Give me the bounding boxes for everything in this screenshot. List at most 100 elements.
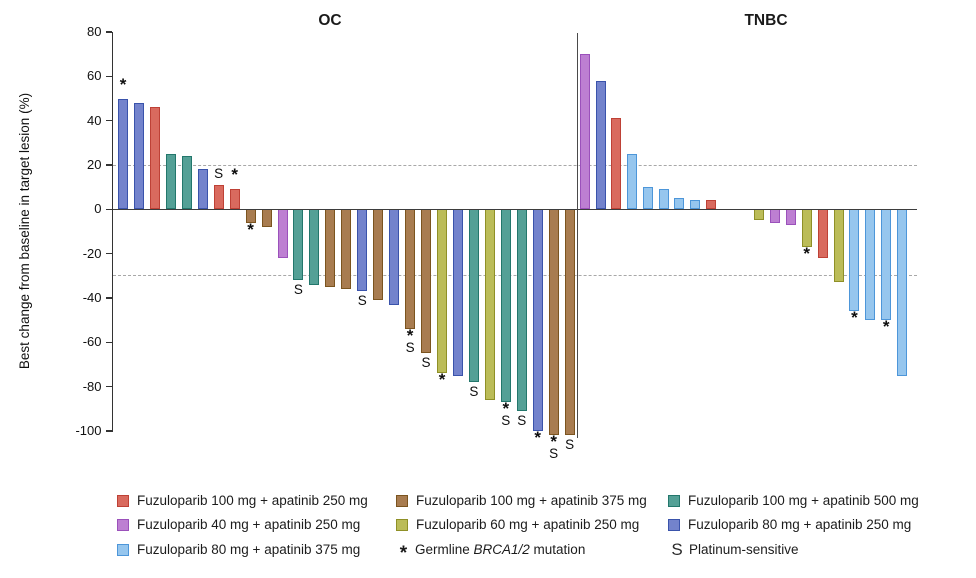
legend-swatch-blue xyxy=(668,518,680,531)
legend-item-platinum: S Platinum-sensitive xyxy=(670,539,799,559)
asterisk-icon: * xyxy=(399,542,408,564)
bar xyxy=(516,209,527,412)
asterisk-icon: * xyxy=(438,370,446,390)
bar xyxy=(149,107,160,210)
bar xyxy=(341,209,352,290)
legend-swatch-purple xyxy=(117,518,129,531)
y-tick-label: -40 xyxy=(82,290,102,305)
y-tick-label: 0 xyxy=(94,201,102,217)
platinum-marker: S xyxy=(351,293,373,309)
bar xyxy=(118,98,128,210)
bar xyxy=(213,184,224,210)
platinum-sensitive-icon: S xyxy=(405,340,415,356)
legend-swatch-brown xyxy=(396,494,408,507)
bar xyxy=(484,209,495,400)
legend-swatch-olive xyxy=(396,518,408,531)
legend-label: Fuzuloparib 40 mg + apatinib 250 mg xyxy=(137,517,361,532)
y-tick xyxy=(105,430,112,432)
asterisk-icon: * xyxy=(534,428,541,447)
y-tick-label: -80 xyxy=(82,378,102,394)
bar xyxy=(627,153,638,210)
bar xyxy=(817,209,828,259)
bar xyxy=(421,209,432,354)
asterisk-icon: * xyxy=(803,244,810,264)
brca-marker: * xyxy=(240,219,262,239)
bar xyxy=(261,209,272,228)
bar xyxy=(881,209,892,321)
platinum-sensitive-icon: S xyxy=(469,384,479,400)
panel-title-oc: OC xyxy=(318,12,342,29)
brca-platinum-marker: * S xyxy=(543,432,565,462)
legend-label: Fuzuloparib 100 mg + apatinib 375 mg xyxy=(416,493,647,508)
brca-platinum-marker: * S xyxy=(399,326,421,356)
bar xyxy=(769,209,780,223)
bar xyxy=(865,209,876,321)
platinum-sensitive-icon: S xyxy=(214,165,224,181)
brca-marker: * xyxy=(875,317,897,337)
bar xyxy=(229,189,240,210)
legend-item: Fuzuloparib 100 mg + apatinib 500 mg xyxy=(668,492,919,509)
legend-label: Fuzuloparib 80 mg + apatinib 250 mg xyxy=(688,517,912,532)
asterisk-icon: * xyxy=(119,74,127,94)
legend-label-platinum: Platinum-sensitive xyxy=(689,542,799,557)
threshold-line xyxy=(113,164,917,166)
legend-swatch-lightblue xyxy=(117,543,129,556)
y-tick xyxy=(105,341,112,344)
bar xyxy=(642,187,653,210)
bar xyxy=(468,209,479,383)
legend-label: Fuzuloparib 60 mg + apatinib 250 mg xyxy=(416,517,640,532)
platinum-sensitive-icon: S xyxy=(293,282,303,298)
chart-area: 80 60 40 20 0 -20 -40 -60 -80 -100 * S * * S S * S S * S * S S *… xyxy=(75,24,917,462)
bar xyxy=(277,209,288,259)
legend-swatch-red xyxy=(117,494,129,507)
bar xyxy=(897,209,908,376)
brca-marker: * xyxy=(843,309,865,326)
bar xyxy=(548,209,559,436)
brca-marker: * xyxy=(431,370,453,390)
brca-marker: * xyxy=(112,74,134,94)
panel-separator xyxy=(576,33,578,438)
platinum-sensitive-icon: S xyxy=(549,446,559,462)
y-tick-label: -60 xyxy=(82,334,102,350)
platinum-sensitive-icon: S xyxy=(671,539,683,559)
platinum-marker: S xyxy=(511,414,533,428)
bar xyxy=(595,80,606,210)
asterisk-icon: * xyxy=(550,432,557,452)
platinum-marker: S xyxy=(287,282,309,298)
asterisk-icon: * xyxy=(247,219,254,239)
y-tick xyxy=(105,164,112,166)
platinum-sensitive-icon: S xyxy=(501,413,511,429)
panel-title-tnbc: TNBC xyxy=(744,12,788,29)
y-tick xyxy=(105,119,112,122)
legend-label: Fuzuloparib 100 mg + apatinib 250 mg xyxy=(137,493,368,508)
bar xyxy=(754,209,764,221)
bar xyxy=(611,118,622,210)
y-tick-label: 20 xyxy=(87,157,102,172)
bar xyxy=(293,209,304,281)
bar xyxy=(658,189,669,210)
legend-item: Fuzuloparib 80 mg + apatinib 375 mg xyxy=(117,541,360,558)
bar xyxy=(309,209,320,285)
brca-platinum-marker: * S xyxy=(495,400,517,429)
platinum-sensitive-icon: S xyxy=(357,293,367,309)
platinum-marker: S xyxy=(463,384,485,400)
legend-item: Fuzuloparib 80 mg + apatinib 250 mg xyxy=(668,516,911,533)
bar xyxy=(197,169,208,210)
bar xyxy=(373,209,384,301)
y-tick-label: 40 xyxy=(87,112,102,128)
legend-label: Fuzuloparib 80 mg + apatinib 375 mg xyxy=(137,542,361,557)
zero-line xyxy=(113,208,917,211)
y-tick xyxy=(105,385,112,388)
asterisk-icon: * xyxy=(882,317,890,337)
platinum-marker: S xyxy=(559,438,581,452)
bar xyxy=(325,209,336,287)
bar xyxy=(500,209,511,403)
y-axis-line xyxy=(111,32,113,432)
y-tick xyxy=(105,75,112,78)
legend-swatch-teal xyxy=(668,494,680,507)
asterisk-icon: * xyxy=(406,326,414,346)
bar xyxy=(405,209,416,330)
legend-item-brca: * Germline BRCA1/2 mutation xyxy=(397,541,586,564)
bar xyxy=(849,209,860,312)
